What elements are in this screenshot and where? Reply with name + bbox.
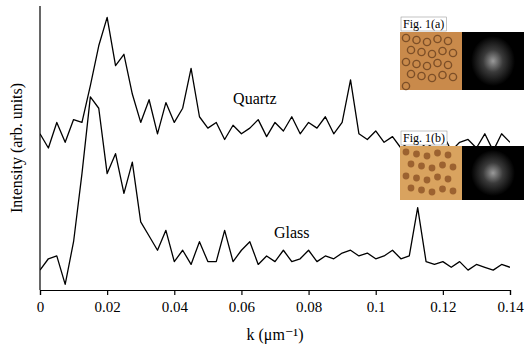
inset-dot <box>418 72 425 79</box>
inset-dot <box>418 163 425 170</box>
x-tick-mark <box>107 290 108 295</box>
series-line <box>40 17 510 150</box>
inset-dot <box>434 150 441 157</box>
inset-dot <box>424 153 431 160</box>
inset-dot <box>450 188 457 195</box>
inset-dot <box>413 175 420 182</box>
inset-dot <box>439 71 446 78</box>
x-axis-line <box>41 291 511 296</box>
x-tick-label: 0.1 <box>367 299 386 315</box>
x-tick-label: 0.12 <box>430 299 456 315</box>
x-tick-label: 0.06 <box>229 299 256 315</box>
inset-dot <box>402 58 409 65</box>
inset-dot <box>413 151 420 158</box>
y-axis-title: Intensity (arb. units) <box>8 83 26 213</box>
inset-dot <box>403 173 410 180</box>
inset-fft <box>462 32 524 90</box>
inset-dot <box>439 186 446 193</box>
x-tick: 0.04 <box>162 290 189 315</box>
inset-dot <box>423 38 430 45</box>
x-tick-mark <box>40 290 41 295</box>
inset-dot <box>450 164 457 171</box>
inset-dot <box>449 49 456 56</box>
x-axis-title: k (μm⁻¹) <box>247 326 304 344</box>
x-tick: 0.02 <box>95 290 121 315</box>
inset-caption: Fig. 1(b) <box>403 131 445 145</box>
x-tick-label: 0.02 <box>95 299 121 315</box>
inset: Fig. 1(a) <box>400 17 524 90</box>
inset-fft-glow <box>471 36 515 86</box>
inset-dot <box>413 60 420 67</box>
lines <box>40 17 510 284</box>
inset-dot <box>445 176 452 183</box>
x-tick-mark <box>174 290 175 295</box>
inset-dot <box>407 70 414 77</box>
caption-patch <box>401 17 446 31</box>
x-tick-mark <box>443 290 444 295</box>
x-axis: 0 0.02 0.04 0.06 0.08 0.1 0.12 0.14 <box>37 290 524 315</box>
inset-dot <box>439 47 446 54</box>
inset-dot <box>429 189 436 196</box>
series-label: Quartz <box>233 90 277 107</box>
series-label: Glass <box>274 224 310 241</box>
inset-photo <box>400 146 462 200</box>
series-line <box>40 97 510 284</box>
inset-dot <box>402 82 409 89</box>
x-tick-mark <box>510 290 511 295</box>
inset-fft <box>462 146 524 200</box>
inset-dot <box>407 46 414 53</box>
inset-dot <box>402 34 409 41</box>
inset-dot <box>413 36 420 43</box>
x-tick: 0.12 <box>430 290 456 315</box>
inset-dot <box>418 48 425 55</box>
inset-dot <box>408 161 415 168</box>
inset-dot <box>418 187 425 194</box>
caption-patch <box>401 131 447 145</box>
inset-caption: Fig. 1(a) <box>403 17 444 31</box>
x-tick: 0.08 <box>296 290 322 315</box>
x-tick-mark <box>241 290 242 295</box>
inset-dot <box>445 152 452 159</box>
inset-dot <box>444 61 451 68</box>
inset-dot <box>434 174 441 181</box>
inset-photo <box>400 32 462 90</box>
x-tick: 0.06 <box>229 290 256 315</box>
inset-dot <box>428 74 435 81</box>
x-tick: 0.14 <box>497 290 524 315</box>
chart: 0 0.02 0.04 0.06 0.08 0.1 0.12 0.14 k (μm⁻¹) Inte… <box>0 0 530 362</box>
x-tick: 0 <box>37 290 45 315</box>
x-tick-mark <box>308 290 309 295</box>
x-tick-mark <box>376 290 377 295</box>
inset-dot <box>434 35 441 42</box>
label-patch <box>231 90 279 107</box>
inset-dot <box>428 50 435 57</box>
inset-dot <box>449 73 456 80</box>
y-axis-line <box>39 6 40 290</box>
x-tick: 0.1 <box>367 290 386 315</box>
inset-dot <box>403 149 410 156</box>
inset-dot <box>439 162 446 169</box>
inset-dot <box>423 62 430 69</box>
label-patch <box>272 224 312 241</box>
inset-dot <box>429 165 436 172</box>
x-tick-label: 0.04 <box>162 299 189 315</box>
x-tick-label: 0.14 <box>497 299 524 315</box>
inset-dot <box>424 177 431 184</box>
x-tick-label: 0 <box>37 299 45 315</box>
inset-dot <box>444 37 451 44</box>
inset: Fig. 1(b) <box>400 131 524 200</box>
x-tick-label: 0.08 <box>296 299 322 315</box>
inset-dot <box>434 59 441 66</box>
inset-fft-glow <box>471 150 515 196</box>
inset-dot <box>408 185 415 192</box>
